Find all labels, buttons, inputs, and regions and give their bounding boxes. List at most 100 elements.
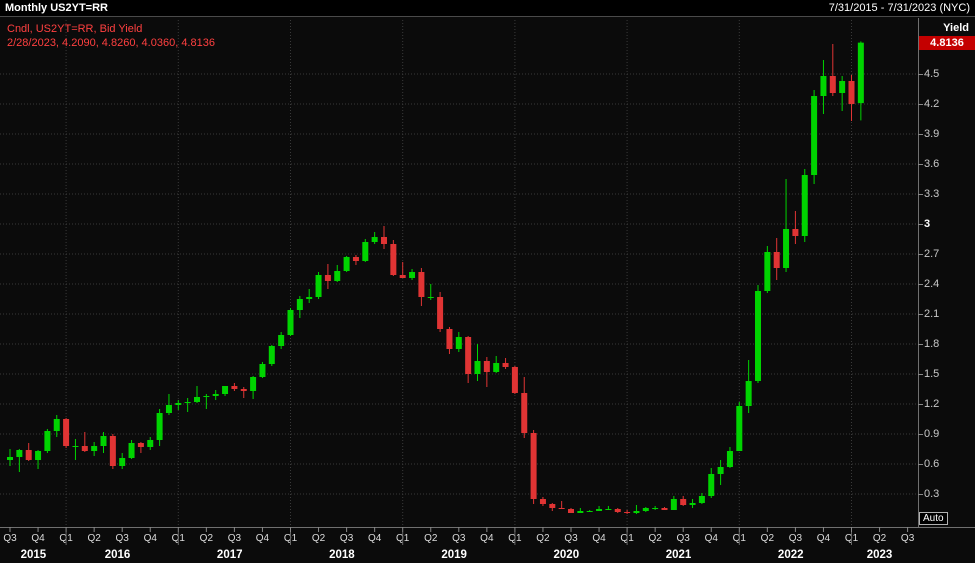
y-tick-mark: [918, 254, 923, 255]
candle-body: [698, 496, 705, 503]
y-tick-label: 0.3: [924, 488, 940, 500]
x-quarter-label: Q3: [452, 533, 466, 544]
x-quarter-label: Q2: [424, 533, 438, 544]
candle-body: [44, 431, 51, 451]
y-tick-label: 1.5: [924, 368, 940, 380]
series-legend[interactable]: Cndl, US2YT=RR, Bid Yield 2/28/2023, 4.2…: [7, 22, 215, 50]
x-quarter-label: Q4: [368, 533, 382, 544]
candle-body: [175, 403, 182, 405]
y-tick-mark: [918, 314, 923, 315]
x-quarter-label: Q2: [87, 533, 101, 544]
candle-body: [137, 443, 144, 447]
candle-body: [530, 433, 537, 499]
candle-body: [72, 446, 79, 447]
candle-body: [539, 499, 546, 504]
candle-body: [839, 81, 846, 93]
y-tick-label: 2.7: [924, 248, 940, 260]
y-tick-mark: [918, 404, 923, 405]
candle-body: [306, 297, 313, 299]
x-year-label: 2022: [778, 549, 804, 561]
candle-body: [334, 271, 341, 281]
candle-body: [315, 275, 322, 297]
x-quarter-label: Q4: [817, 533, 831, 544]
x-quarter-label: Q2: [200, 533, 214, 544]
candle-body: [811, 96, 818, 175]
legend-ohlc-values: 2/28/2023, 4.2090, 4.8260, 4.0360, 4.813…: [7, 37, 215, 49]
y-tick-label: 3.9: [924, 128, 940, 140]
candle-body: [399, 275, 406, 278]
y-tick-mark: [918, 74, 923, 75]
candle-body: [568, 509, 574, 513]
candle-body: [63, 419, 70, 446]
candle-body: [661, 508, 668, 510]
candle-body: [680, 499, 687, 505]
candle-body: [801, 175, 808, 236]
chart-title: Monthly US2YT=RR: [5, 2, 108, 14]
y-tick-label: 3.6: [924, 158, 940, 170]
candle-body: [147, 440, 154, 447]
candle-body: [605, 509, 612, 510]
x-quarter-label: Q3: [3, 533, 17, 544]
y-tick-label: 3: [924, 218, 931, 230]
y-tick-label: 1.8: [924, 338, 940, 350]
last-price-badge: 4.8136: [919, 35, 975, 50]
x-quarter-label: Q2: [648, 533, 662, 544]
x-quarter-label: Q2: [536, 533, 550, 544]
candle-body: [493, 363, 500, 372]
y-tick-label: 1.2: [924, 398, 940, 410]
candle-body: [783, 229, 790, 268]
candle-body: [708, 474, 715, 496]
y-tick-label: 2.1: [924, 308, 940, 320]
candle-body: [240, 389, 247, 391]
chart-title-bar: Monthly US2YT=RR 7/31/2015 - 7/31/2023 (…: [0, 0, 975, 17]
date-range-label: 7/31/2015 - 7/31/2023 (NYC): [828, 2, 970, 14]
x-quarter-label: Q4: [256, 533, 270, 544]
candle-body: [409, 272, 416, 278]
y-tick-mark: [918, 464, 923, 465]
candle-body: [194, 397, 200, 402]
y-tick-mark: [918, 224, 923, 225]
x-year-label: 2023: [867, 549, 893, 561]
candle-body: [614, 509, 621, 512]
candle-body: [35, 451, 42, 460]
candle-body: [577, 511, 584, 513]
x-quarter-label: Q3: [564, 533, 578, 544]
candle-body: [857, 42, 864, 104]
candle-body: [820, 76, 827, 96]
candle-body: [287, 310, 294, 335]
x-quarter-label: Q3: [340, 533, 354, 544]
candle-body: [773, 252, 780, 268]
candle-body: [268, 346, 275, 364]
candle-body: [119, 458, 126, 466]
candle-body: [596, 509, 603, 511]
candle-body: [427, 297, 434, 298]
y-tick-label: 0.9: [924, 428, 940, 440]
candle-body: [25, 450, 32, 460]
candle-body: [259, 364, 266, 377]
candle-body: [848, 81, 855, 104]
candle-body: [745, 381, 752, 406]
candle-body: [829, 76, 836, 93]
candle-body: [362, 242, 369, 261]
candlestick-plot-area[interactable]: Q3 Q4 Q1 Q2 Q3 Q4 Q1 Q2 Q3 Q4 Q1 Q2 Q3 Q4 Q1 Q2 Q3 Q4 Q1 Q2…: [0, 18, 975, 563]
y-tick-mark: [918, 284, 923, 285]
candle-body: [109, 436, 116, 466]
x-quarter-label: Q2: [761, 533, 775, 544]
y-axis-title: Yield: [943, 22, 969, 34]
x-quarter-label: Q4: [144, 533, 158, 544]
candle-body: [717, 467, 724, 474]
candle-body: [521, 393, 528, 433]
candle-body: [792, 229, 799, 236]
auto-scale-button[interactable]: Auto: [919, 512, 948, 525]
candle-body: [483, 361, 490, 372]
candle-body: [390, 244, 397, 275]
candle-body: [652, 508, 659, 509]
x-year-label: 2019: [441, 549, 467, 561]
candle-body: [437, 297, 444, 329]
x-year-label: 2017: [217, 549, 243, 561]
candle-body: [324, 275, 331, 281]
candle-body: [212, 394, 219, 396]
candle-body: [549, 504, 556, 508]
candle-body: [91, 446, 98, 451]
y-tick-mark: [918, 104, 923, 105]
